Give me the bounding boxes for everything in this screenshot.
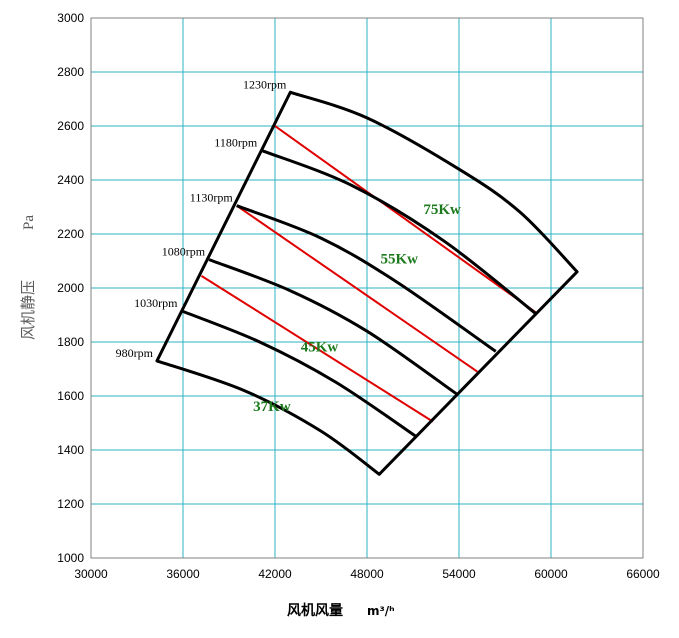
x-axis-ticks: 30000 36000 42000 48000 54000 60000 66000 — [74, 567, 660, 581]
y-tick-label: 1400 — [57, 443, 84, 457]
boundary-lines — [155, 90, 579, 476]
x-tick-label: 60000 — [534, 567, 568, 581]
y-tick-label: 2800 — [57, 65, 84, 79]
x-tick-label: 30000 — [74, 567, 108, 581]
y-axis-ticks: 1000 1200 1400 1600 1800 2000 2200 2400 2600 2800… — [57, 11, 84, 565]
rpm-label: 1230rpm — [243, 77, 287, 91]
plot-frame — [90, 17, 644, 559]
x-tick-label: 48000 — [350, 567, 384, 581]
grid-lines — [91, 18, 643, 558]
boundary-line — [377, 270, 579, 476]
power-label: 55Kw — [380, 252, 418, 268]
y-tick-label: 2000 — [57, 281, 84, 295]
y-tick-label: 1800 — [57, 335, 84, 349]
x-tick-label: 66000 — [626, 567, 660, 581]
y-tick-label: 1000 — [57, 551, 84, 565]
rpm-label: 1180rpm — [214, 135, 258, 149]
power-lines — [200, 125, 537, 423]
y-tick-label: 2400 — [57, 173, 84, 187]
speed-curves — [156, 90, 579, 476]
y-axis-unit: Pa — [21, 215, 37, 230]
power-labels: 75Kw 55Kw 45Kw 37Kw — [253, 202, 461, 415]
rpm-label: 1130rpm — [190, 191, 234, 205]
speed-curve — [180, 309, 417, 438]
speed-curve — [289, 90, 579, 273]
x-axis-unit: m³/ʰ — [367, 604, 395, 618]
speed-curve — [236, 204, 497, 353]
x-tick-label: 54000 — [442, 567, 476, 581]
power-line — [274, 125, 537, 314]
power-line — [200, 275, 434, 423]
y-tick-label: 1600 — [57, 389, 84, 403]
boundary-line — [155, 90, 292, 363]
rpm-labels: 980rpm 1030rpm 1080rpm 1130rpm 1180rpm 1230rp… — [116, 77, 287, 360]
y-axis-title: 风机静压 — [19, 280, 37, 340]
speed-curve — [208, 258, 459, 396]
rpm-label: 1030rpm — [134, 296, 178, 310]
speed-curve — [260, 148, 537, 315]
y-tick-label: 1200 — [57, 497, 84, 511]
y-tick-label: 2600 — [57, 119, 84, 133]
power-line — [236, 204, 478, 373]
power-label: 37Kw — [253, 399, 291, 415]
x-tick-label: 36000 — [166, 567, 200, 581]
y-tick-label: 3000 — [57, 11, 84, 25]
x-axis-title: 风机风量 — [287, 602, 343, 619]
speed-curve — [156, 359, 381, 476]
power-label: 45Kw — [301, 339, 339, 355]
y-tick-label: 2200 — [57, 227, 84, 241]
power-label: 75Kw — [423, 202, 461, 218]
rpm-label: 980rpm — [116, 346, 154, 360]
rpm-label: 1080rpm — [162, 245, 206, 259]
x-tick-label: 42000 — [258, 567, 292, 581]
